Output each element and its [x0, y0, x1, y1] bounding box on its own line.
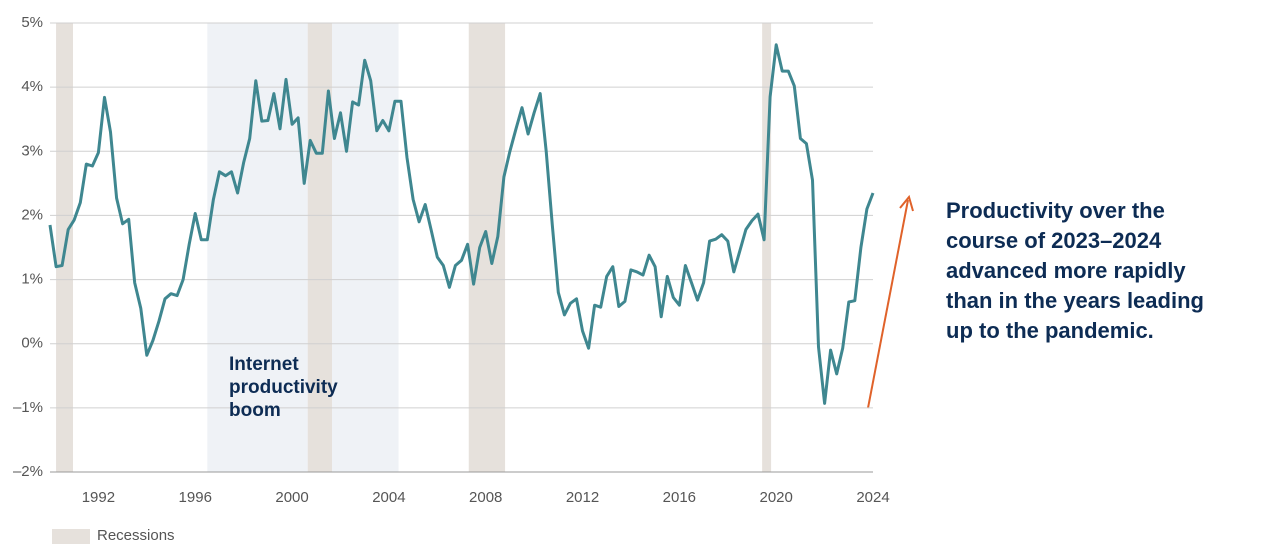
- y-tick-label: 5%: [21, 14, 43, 31]
- annotation: Productivity over the: [946, 198, 1165, 223]
- annotation: up to the pandemic.: [946, 318, 1154, 343]
- data-line: [48, 43, 875, 405]
- x-tick-label: 2004: [372, 489, 405, 506]
- y-tick-label: 3%: [21, 142, 43, 159]
- recession-band: [468, 23, 506, 472]
- x-tick-label: 2020: [759, 489, 792, 506]
- x-tick-label: 2024: [856, 489, 889, 506]
- y-tick-label: 1%: [21, 271, 43, 288]
- annotation: than in the years leading: [946, 288, 1204, 313]
- annotation: advanced more rapidly: [946, 258, 1186, 283]
- legend-label: Recessions: [97, 527, 175, 544]
- annotation: course of 2023–2024: [946, 228, 1162, 253]
- x-tick-label: 2016: [663, 489, 696, 506]
- highlight-label: Internet: [229, 354, 299, 375]
- y-tick-label: 0%: [21, 335, 43, 352]
- arrow-head: [899, 194, 914, 212]
- x-tick-label: 2000: [275, 489, 308, 506]
- x-tick-label: 1992: [82, 489, 115, 506]
- x-tick-label: 1996: [179, 489, 212, 506]
- y-tick-label: 4%: [21, 78, 43, 95]
- x-tick-label: 2012: [566, 489, 599, 506]
- recession-band: [762, 23, 772, 472]
- highlight-band: [207, 23, 399, 472]
- y-tick-label: 2%: [21, 206, 43, 223]
- highlight-label: productivity: [229, 377, 338, 398]
- y-tick-label: –1%: [13, 399, 43, 416]
- legend-swatch: [52, 529, 90, 544]
- y-tick-label: –2%: [13, 463, 43, 480]
- highlight-label: boom: [229, 400, 281, 421]
- x-tick-label: 2008: [469, 489, 502, 506]
- annotation-arrow: [867, 199, 909, 409]
